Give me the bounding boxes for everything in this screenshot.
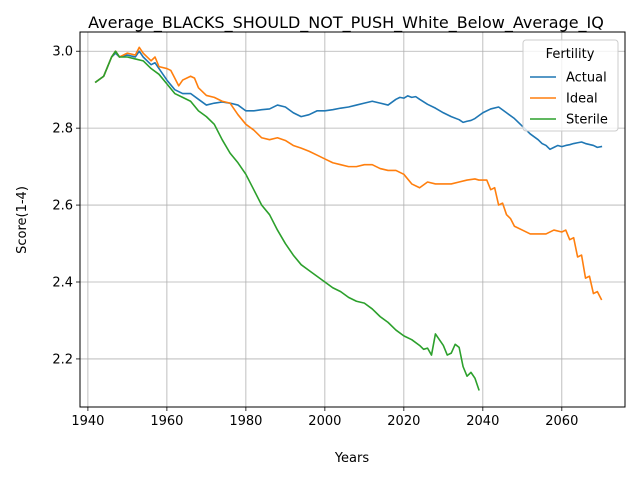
plot-area-frame <box>79 31 626 408</box>
x-tick-label: 2060 <box>545 414 578 429</box>
y-tick-label: 2.4 <box>52 276 73 291</box>
x-tick-label: 1980 <box>229 414 262 429</box>
x-tick-label: 1940 <box>71 414 104 429</box>
y-tick-label: 3.0 <box>52 45 73 60</box>
series-line-ideal <box>94 46 603 301</box>
y-tick-label: 2.2 <box>52 352 73 367</box>
axis-ticks: 1940 1960 1980 2000 2020 2040 2060 2.2 2.4 2.6 2.8… <box>52 45 578 429</box>
legend-label-actual: Actual <box>566 71 607 86</box>
legend-label-sterile: Sterile <box>566 113 608 128</box>
legend-label-ideal: Ideal <box>566 92 598 107</box>
x-tick-label: 2020 <box>387 414 420 429</box>
x-tick-label: 1960 <box>150 414 183 429</box>
y-axis-label: Score(1-4) <box>15 186 30 254</box>
x-tick-label: 2000 <box>308 414 341 429</box>
y-tick-label: 2.6 <box>52 199 73 214</box>
legend-frame <box>522 39 619 132</box>
series-line-sterile <box>94 50 480 391</box>
x-axis-label: Years <box>334 451 370 466</box>
legend-entries: Actual Ideal Sterile <box>530 71 608 128</box>
y-tick-label: 2.8 <box>52 122 73 137</box>
series-lines <box>94 46 603 391</box>
legend-title: Fertility <box>546 47 595 62</box>
series-line-actual <box>94 50 603 151</box>
x-tick-label: 2040 <box>466 414 499 429</box>
chart-title: Average_BLACKS_SHOULD_NOT_PUSH_White_Bel… <box>88 13 604 33</box>
legend: Fertility Actual Ideal Sterile <box>522 39 619 132</box>
